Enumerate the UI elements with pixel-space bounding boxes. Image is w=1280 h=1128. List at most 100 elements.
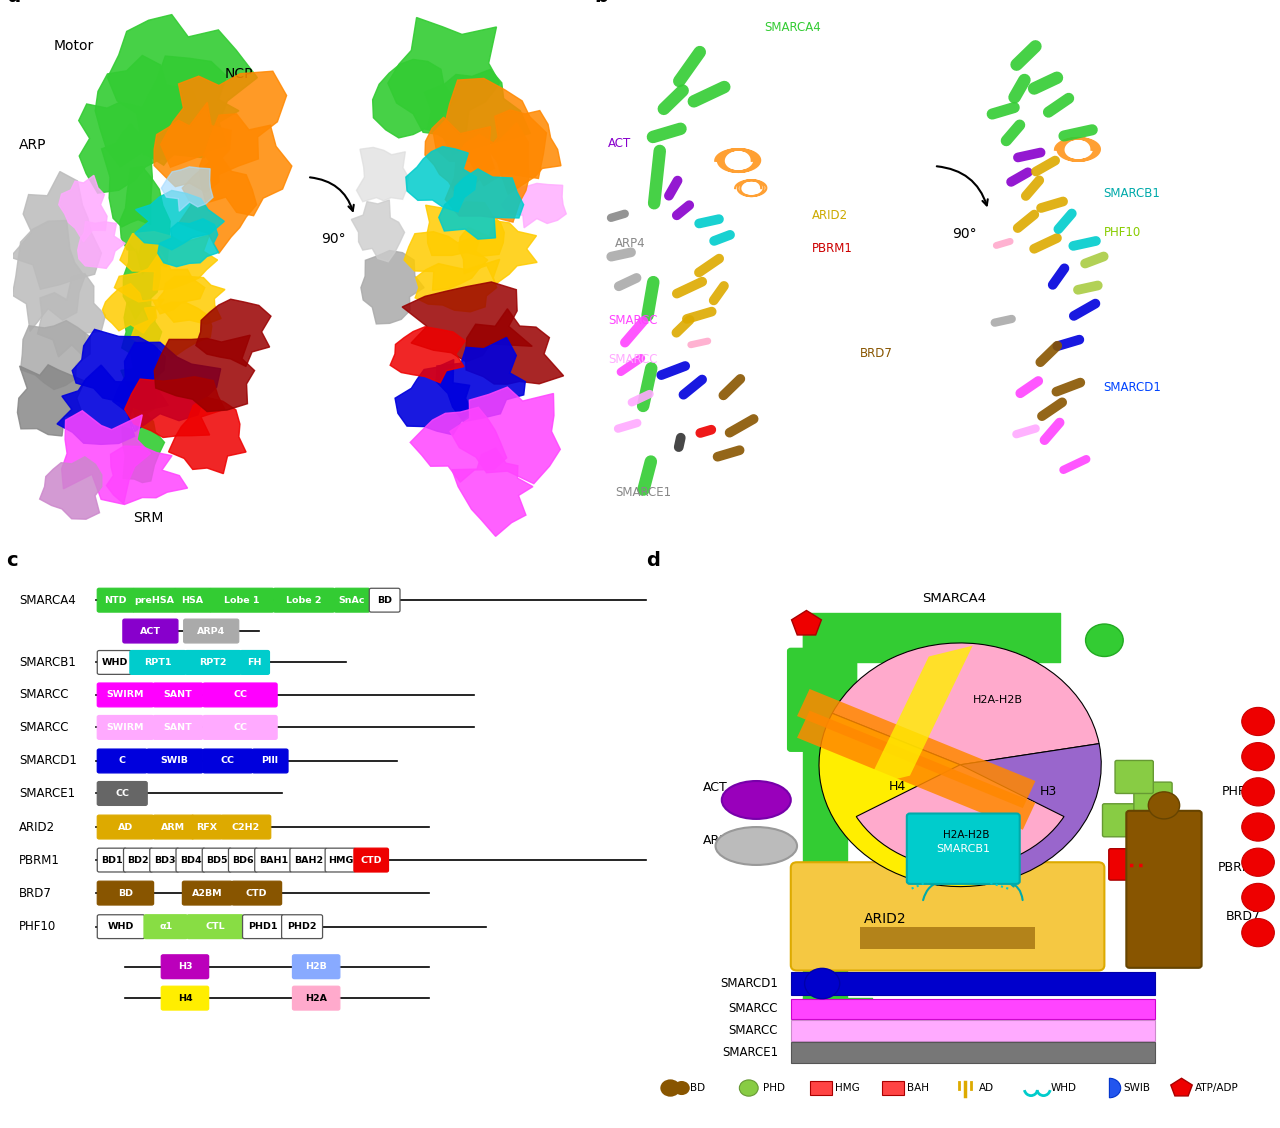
Text: d: d [646,550,660,570]
FancyBboxPatch shape [274,589,335,613]
Polygon shape [357,148,408,202]
Polygon shape [122,403,165,483]
Polygon shape [396,360,472,434]
Text: ACT: ACT [703,781,728,794]
Text: BRD7: BRD7 [19,887,52,900]
Text: BD: BD [118,889,133,898]
Text: SWIRM: SWIRM [106,723,145,732]
Polygon shape [372,60,457,138]
Polygon shape [123,237,160,324]
Text: CTL: CTL [205,923,225,932]
Text: BD: BD [378,596,392,605]
Polygon shape [134,191,224,250]
Text: BAH: BAH [906,1083,929,1093]
FancyBboxPatch shape [97,881,154,905]
Polygon shape [58,365,134,444]
FancyBboxPatch shape [334,589,370,613]
Text: SMARCD1: SMARCD1 [19,755,77,767]
Polygon shape [102,283,164,333]
FancyBboxPatch shape [97,589,134,613]
Text: SMARCC: SMARCC [728,1003,778,1015]
Text: HMG: HMG [835,1083,859,1093]
Polygon shape [10,171,101,289]
Polygon shape [434,79,547,186]
Text: ARM: ARM [161,822,186,831]
Text: ARID2: ARID2 [19,820,55,834]
Circle shape [660,1079,681,1096]
Text: c: c [6,550,18,570]
Polygon shape [502,184,566,228]
Text: BAH2: BAH2 [294,855,323,864]
FancyBboxPatch shape [791,1042,1155,1063]
FancyBboxPatch shape [97,684,154,707]
Text: SnAc: SnAc [339,596,365,605]
Polygon shape [95,55,201,167]
FancyBboxPatch shape [97,848,127,872]
Polygon shape [72,329,168,411]
Text: PIll: PIll [261,757,279,766]
Polygon shape [161,71,287,175]
Polygon shape [791,610,822,635]
Text: SMARCC: SMARCC [19,688,69,702]
FancyBboxPatch shape [97,715,154,739]
Text: H2A-H2B: H2A-H2B [943,830,989,840]
Polygon shape [460,221,538,284]
Text: SMARCC: SMARCC [608,353,658,365]
Polygon shape [406,147,476,212]
Text: CTD: CTD [361,855,381,864]
Text: preHSA: preHSA [134,596,174,605]
FancyBboxPatch shape [97,782,147,805]
Text: α1: α1 [159,923,173,932]
Polygon shape [361,250,424,324]
FancyBboxPatch shape [202,715,278,739]
Text: WHD: WHD [108,923,134,932]
Text: H3: H3 [1039,785,1056,799]
FancyBboxPatch shape [791,972,1155,995]
Text: SMARCB1: SMARCB1 [1103,187,1161,200]
Text: A2BM: A2BM [192,889,223,898]
Wedge shape [1110,1078,1121,1098]
FancyBboxPatch shape [183,881,233,905]
Text: BD6: BD6 [233,855,253,864]
Text: SMARCC: SMARCC [19,721,69,734]
Text: Motor: Motor [54,39,95,53]
FancyBboxPatch shape [293,986,340,1010]
Text: SRM: SRM [133,511,164,526]
Polygon shape [120,231,218,290]
Ellipse shape [716,827,797,865]
Circle shape [1242,707,1275,735]
Polygon shape [179,153,256,254]
FancyBboxPatch shape [906,813,1020,884]
Text: ARP: ARP [19,139,46,152]
Polygon shape [141,56,239,160]
FancyBboxPatch shape [255,848,292,872]
Text: CC: CC [233,690,247,699]
Text: BRD7: BRD7 [859,347,892,361]
Text: SWIB: SWIB [161,757,188,766]
Text: NTD: NTD [105,596,127,605]
Text: PBRM1: PBRM1 [1217,861,1261,874]
FancyBboxPatch shape [241,651,270,675]
Polygon shape [78,221,125,268]
FancyBboxPatch shape [184,619,239,643]
Wedge shape [960,743,1101,884]
Text: WHD: WHD [101,658,128,667]
Text: BD2: BD2 [128,855,148,864]
FancyBboxPatch shape [1102,804,1140,837]
FancyBboxPatch shape [146,749,202,773]
FancyBboxPatch shape [1134,782,1172,816]
Text: ARP4: ARP4 [197,626,225,635]
Text: H4: H4 [178,994,192,1003]
Circle shape [673,1081,690,1095]
Polygon shape [425,70,530,156]
Text: SMARCB1: SMARCB1 [936,844,991,854]
Text: SMARCE1: SMARCE1 [616,486,671,499]
FancyBboxPatch shape [1134,848,1172,880]
Text: PHD2: PHD2 [287,923,317,932]
FancyBboxPatch shape [131,651,187,675]
Circle shape [1242,813,1275,841]
Polygon shape [436,337,525,422]
Polygon shape [797,711,1036,830]
FancyBboxPatch shape [143,915,188,938]
Circle shape [1242,742,1275,770]
